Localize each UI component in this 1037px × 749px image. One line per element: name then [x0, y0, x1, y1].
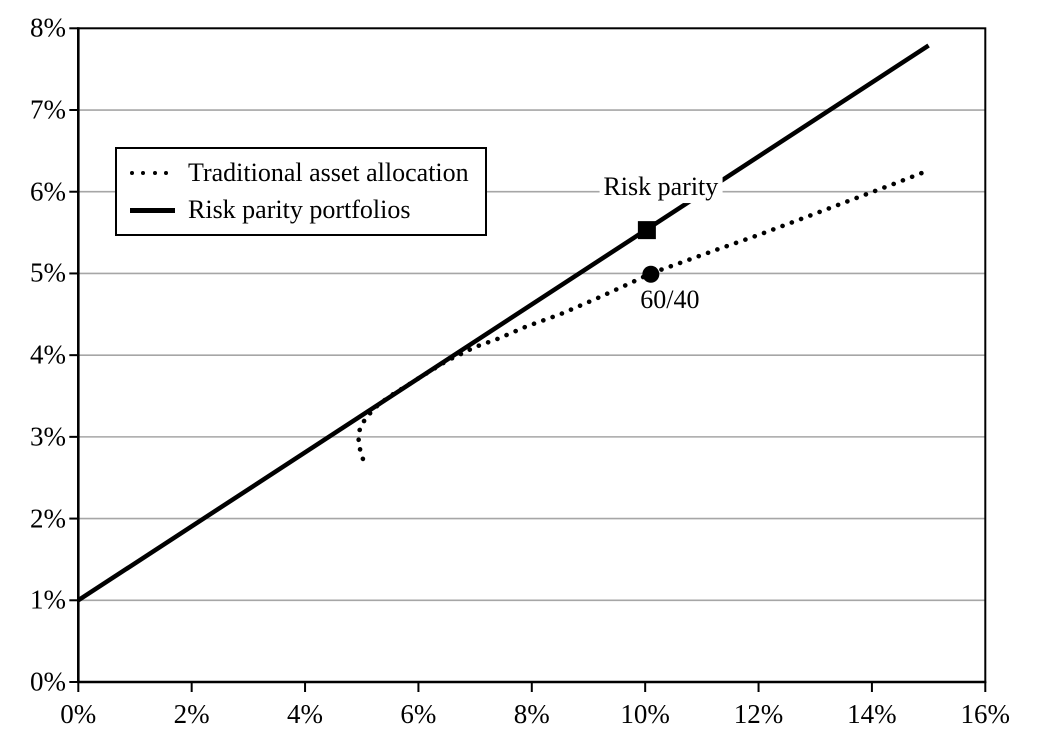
y-tick-label: 8%: [30, 12, 66, 43]
solid-line-sample: [130, 207, 175, 213]
x-tick-label: 6%: [400, 699, 437, 729]
y-tick-label: 0%: [30, 666, 66, 697]
x-tick-label: 10%: [620, 699, 670, 729]
y-tick-label: 1%: [30, 584, 66, 615]
x-tick-label: 2%: [173, 699, 210, 729]
x-tick-label: 8%: [513, 699, 550, 729]
legend-item-risk-parity: Risk parity portfolios: [130, 197, 485, 223]
traditional-frontier-line: [356, 169, 927, 462]
x-tick-label: 16%: [960, 699, 1011, 729]
x-tick-label: 12%: [733, 699, 784, 729]
y-tick-label: 5%: [30, 257, 66, 288]
legend-label-risk-parity: Risk parity portfolios: [188, 195, 411, 224]
dotted-line-sample: [130, 171, 168, 175]
annotation-risk-parity: Risk parity: [599, 171, 723, 204]
y-tick-label: 3%: [30, 421, 66, 452]
y-tick-label: 2%: [30, 503, 66, 534]
risk-parity-line: [77, 43, 930, 603]
x-tick-label: 14%: [847, 699, 897, 729]
x-tick-label: 4%: [287, 699, 324, 729]
legend-label-traditional: Traditional asset allocation: [188, 158, 469, 187]
legend-item-traditional: Traditional asset allocation: [130, 160, 485, 186]
risk-parity-marker-square: [637, 221, 656, 240]
y-tick-label: 6%: [30, 176, 66, 207]
x-tick-label: 0%: [60, 699, 97, 729]
legend: Traditional asset allocation Risk parity…: [115, 147, 487, 236]
y-tick-label: 4%: [30, 339, 66, 370]
y-tick-label: 7%: [30, 94, 66, 125]
sixty-forty-marker-circle: [642, 265, 660, 283]
annotation-60-40: 60/40: [636, 284, 704, 317]
